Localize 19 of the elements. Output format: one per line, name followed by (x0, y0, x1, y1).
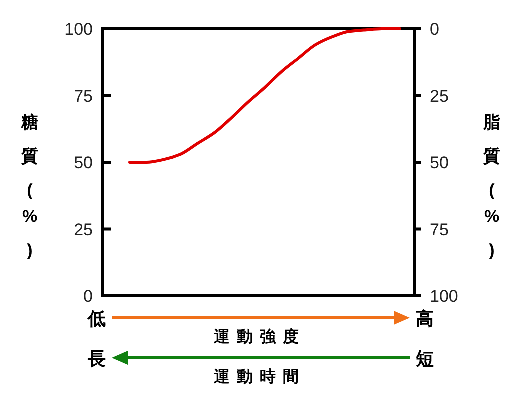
y2-tick-label: 50 (430, 154, 449, 172)
y-tick-label: 50 (74, 154, 93, 172)
y2-tick-label: 100 (430, 287, 458, 306)
text: 低 (87, 309, 106, 329)
y2-tick-label: 0 (430, 20, 440, 39)
text: 長 (87, 349, 106, 369)
text: 運動時間 (213, 368, 306, 386)
y-tick-label: 0 (84, 287, 93, 306)
y2-tick-label: 25 (430, 86, 449, 106)
y-axis-title: 糖質(%) (20, 113, 38, 260)
y-tick-label: 100 (64, 20, 93, 39)
text: 運動強度 (213, 327, 306, 346)
text: 高 (416, 309, 434, 329)
y2-axis-title: 脂質(%) (482, 113, 500, 260)
line-series (128, 28, 402, 164)
y-tick-label: 75 (74, 86, 93, 106)
text: 短 (415, 349, 434, 369)
y2-tick-label: 75 (430, 220, 449, 240)
y-tick-label: 25 (74, 220, 93, 240)
